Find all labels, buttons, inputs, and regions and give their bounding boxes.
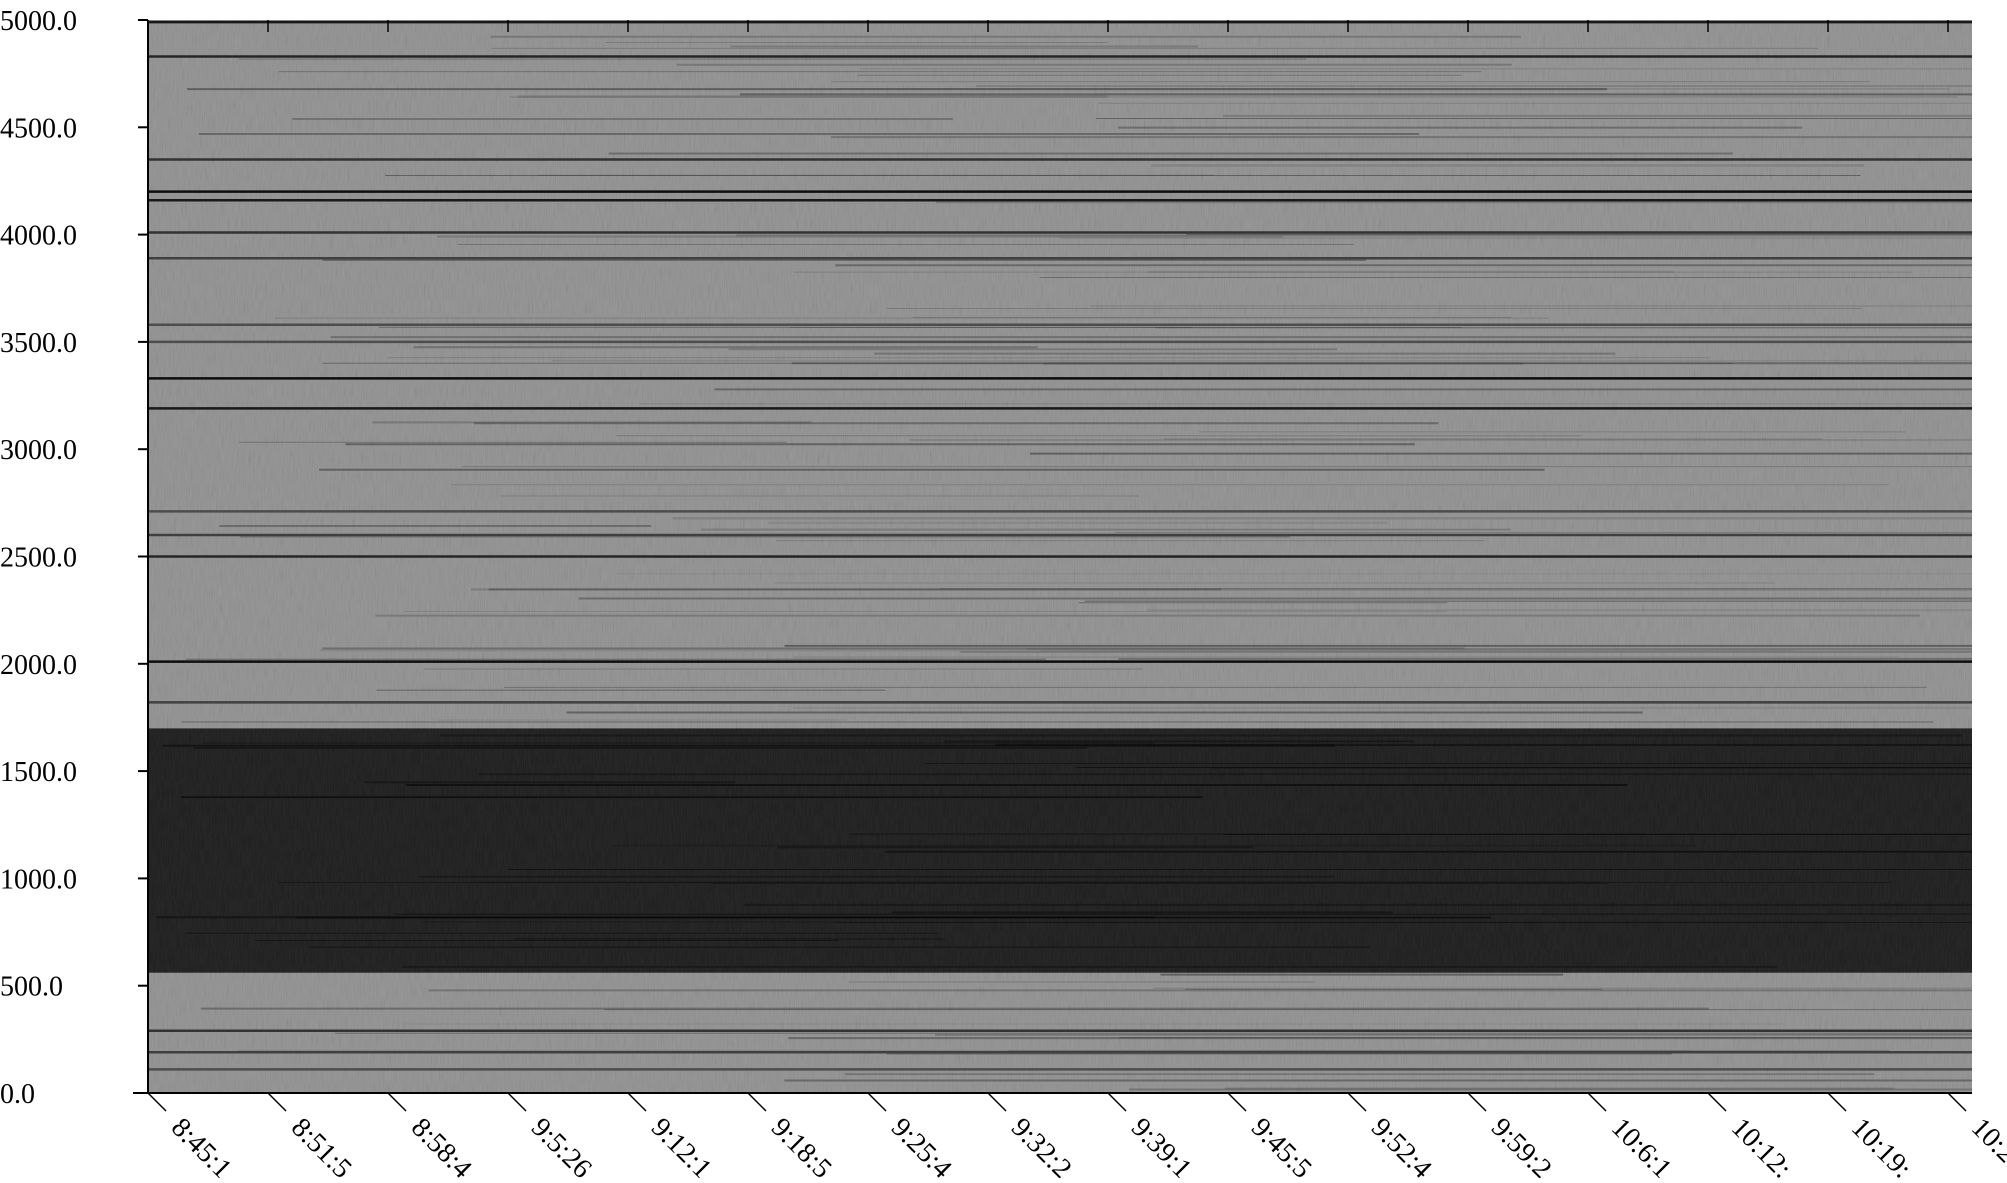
x-tick-label-14: 10:19:: [1845, 1112, 1918, 1178]
x-tick-label-0: 8:45:1: [165, 1112, 238, 1178]
x-tick-label-4: 9:12:1: [645, 1112, 718, 1178]
x-tick-3: [507, 1092, 527, 1112]
y-tick-label-4: 2000.0: [0, 650, 77, 681]
x-tick-label-13: 10:12:: [1725, 1112, 1798, 1178]
y-tick-label-9: 4500.0: [0, 113, 77, 144]
x-tick-5: [747, 1092, 767, 1112]
x-tick-8: [1107, 1092, 1127, 1112]
heatmap-band-1: [148, 728, 1972, 973]
x-tick-label-2: 8:58:4: [405, 1112, 478, 1178]
heatmap-lines: [148, 20, 1972, 1071]
x-tick-label-15: 10:26:: [1965, 1112, 2007, 1178]
y-tick-label-1: 500.0: [0, 972, 63, 1003]
y-tick-label-3: 1500.0: [0, 757, 77, 788]
x-tick-label-1: 8:51:5: [285, 1112, 358, 1178]
plot-area: [148, 20, 1972, 1093]
heatmap-band-2: [148, 20, 1972, 729]
x-tick-label-11: 9:59:2: [1485, 1112, 1558, 1178]
x-tick-7: [987, 1092, 1007, 1112]
x-tick-label-12: 10:6:1: [1605, 1112, 1678, 1178]
y-tick-label-2: 1000.0: [0, 864, 77, 895]
x-tick-label-3: 9:5:26: [525, 1112, 598, 1178]
x-tick-14: [1827, 1092, 1847, 1112]
x-tick-label-5: 9:18:5: [765, 1112, 838, 1178]
x-tick-9: [1227, 1092, 1247, 1112]
x-tick-label-7: 9:32:2: [1005, 1112, 1078, 1178]
x-tick-10: [1347, 1092, 1367, 1112]
y-tick-label-8: 4000.0: [0, 221, 77, 252]
x-tick-2: [387, 1092, 407, 1112]
x-tick-1: [267, 1092, 287, 1112]
x-tick-6: [867, 1092, 887, 1112]
y-tick-label-5: 2500.0: [0, 543, 77, 574]
y-tick-label-6: 3000.0: [0, 435, 77, 466]
x-tick-13: [1707, 1092, 1727, 1112]
x-tick-11: [1467, 1092, 1487, 1112]
y-tick-label-0: 0.0: [0, 1079, 35, 1110]
x-tick-label-6: 9:25:4: [885, 1112, 958, 1178]
x-tick-0: [147, 1092, 167, 1112]
x-tick-label-8: 9:39:1: [1125, 1112, 1198, 1178]
y-tick-label-7: 3500.0: [0, 328, 77, 359]
x-tick-12: [1587, 1092, 1607, 1112]
x-tick-4: [627, 1092, 647, 1112]
y-tick-label-10: 5000.0: [0, 6, 77, 37]
x-tick-15: [1947, 1092, 1967, 1112]
heatmap-texture: [156, 35, 1972, 1091]
x-tick-label-10: 9:52:4: [1365, 1112, 1438, 1178]
x-tick-label-9: 9:45:5: [1245, 1112, 1318, 1178]
